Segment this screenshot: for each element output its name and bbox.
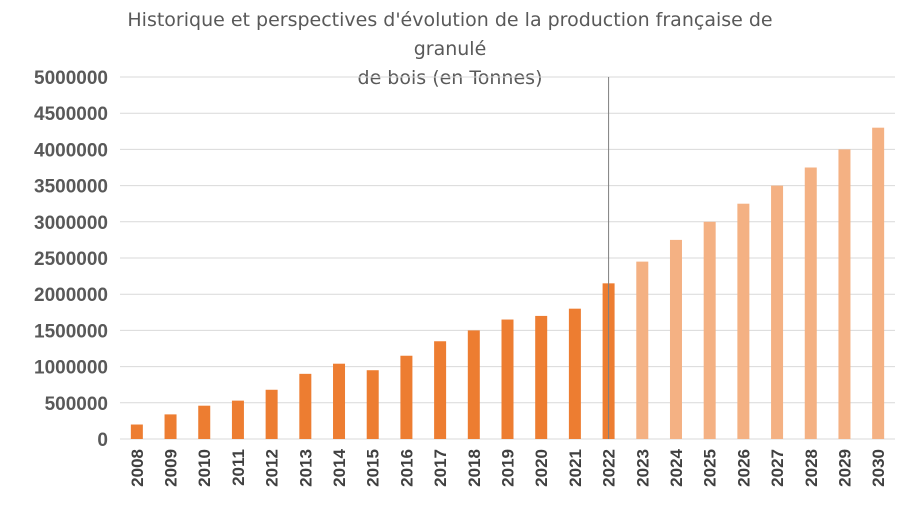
x-tick-label: 2025 [701,449,720,487]
y-tick-label: 500000 [45,394,108,415]
bar-2013 [299,373,312,439]
x-tick-label: 2021 [566,449,585,487]
bar-2011 [231,400,244,439]
y-tick-label: 1500000 [34,321,108,342]
bar-2008 [130,424,143,439]
y-tick-label: 2500000 [34,249,108,270]
x-tick-label: 2029 [835,449,854,487]
x-tick-label: 2016 [397,449,416,487]
x-tick-label: 2013 [296,449,315,487]
bar-2020 [535,315,548,439]
x-tick-label: 2022 [600,449,619,487]
x-tick-label: 2018 [465,449,484,487]
x-tick-label: 2009 [162,449,181,487]
bar-2010 [198,405,211,439]
bar-2029 [838,149,851,439]
bar-2014 [333,363,346,439]
chart-title-line-2: de bois (en Tonnes) [357,67,543,89]
x-tick-label: 2024 [667,448,686,486]
y-tick-label: 0 [97,430,108,451]
bar-2015 [366,370,379,439]
bar-2023 [636,261,649,439]
bar-2016 [400,355,413,439]
bar-2026 [737,203,750,439]
bar-2019 [501,319,514,439]
x-tick-label: 2010 [195,449,214,487]
bar-2028 [804,167,817,439]
x-tick-label: 2019 [499,449,518,487]
x-tick-label: 2020 [532,449,551,487]
y-tick-label: 4500000 [34,104,108,125]
x-tick-label: 2015 [364,449,383,487]
x-tick-label: 2017 [431,449,450,487]
bar-2025 [703,221,716,439]
x-tick-label: 2027 [768,449,787,487]
chart-title-line-1: Historique et perspectives d'évolution d… [127,9,773,60]
y-tick-label: 3500000 [34,177,108,198]
x-tick-label: 2030 [869,449,888,487]
y-tick-label: 4000000 [34,140,108,161]
x-tick-label: 2026 [734,449,753,487]
bar-2027 [771,185,784,439]
bar-2024 [669,239,682,439]
y-tick-label: 1000000 [34,358,108,379]
bar-2012 [265,389,278,439]
x-tick-label: 2011 [229,449,248,486]
bar-2018 [467,330,480,439]
x-tick-label: 2023 [633,449,652,487]
x-tick-label: 2014 [330,448,349,486]
x-tick-label: 2012 [263,449,282,487]
y-tick-label: 5000000 [34,68,108,89]
chart-title: Historique et perspectives d'évolution d… [90,6,810,93]
x-tick-label: 2008 [128,449,147,487]
bar-2017 [434,341,447,439]
y-tick-label: 3000000 [34,213,108,234]
x-tick-label: 2028 [802,449,821,487]
bar-2021 [568,308,581,439]
bar-2030 [872,127,885,440]
bar-2009 [164,414,177,439]
y-tick-label: 2000000 [34,285,108,306]
